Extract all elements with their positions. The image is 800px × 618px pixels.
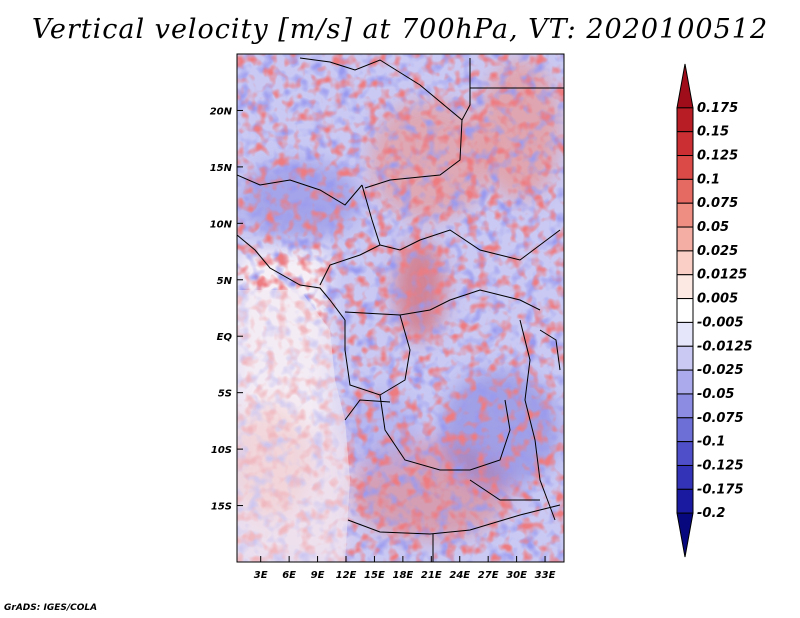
colorbar-label: 0.005 xyxy=(697,292,738,307)
y-tick-label: 10N xyxy=(210,219,233,230)
colorbar-label: -0.075 xyxy=(697,411,744,426)
x-tick-label: 30E xyxy=(506,570,527,581)
colorbar-label: -0.175 xyxy=(697,482,744,497)
colorbar-swatch xyxy=(676,393,694,419)
colorbar-cap-bottom xyxy=(676,512,694,558)
x-tick-label: 24E xyxy=(449,570,470,581)
chart-title: Vertical velocity [m/s] at 700hPa, VT: 2… xyxy=(31,14,769,45)
x-tick-label: 15E xyxy=(364,570,385,581)
colorbar-swatch xyxy=(676,155,694,180)
colorbar-swatch xyxy=(676,250,694,276)
colorbar-label: -0.005 xyxy=(697,315,744,330)
grads-credit: GrADS: IGES/COLA xyxy=(4,603,98,613)
colorbar-swatch xyxy=(676,369,694,395)
y-tick-label: 15S xyxy=(211,502,232,513)
y-tick-label: 20N xyxy=(210,106,233,117)
x-axis: 3E 6E 9E 12E 15E 18E 21E 24E 27E 30E 33E xyxy=(254,556,556,581)
colorbar-label: 0.0125 xyxy=(697,268,747,283)
x-tick-label: 6E xyxy=(282,570,296,581)
colorbar-label: 0.125 xyxy=(697,149,738,164)
colorbar-label: 0.025 xyxy=(697,244,738,259)
colorbar-cap-top xyxy=(676,63,694,109)
colorbar-label: -0.2 xyxy=(697,506,725,521)
x-tick-label: 12E xyxy=(336,570,357,581)
colorbar-swatch xyxy=(676,226,694,252)
x-tick-label: 9E xyxy=(311,570,325,581)
colorbar-label: 0.075 xyxy=(697,196,738,211)
colorbar-label: -0.1 xyxy=(697,435,725,450)
colorbar-label: -0.125 xyxy=(697,458,744,473)
colorbar-label: -0.0125 xyxy=(697,339,753,354)
heatmap-field xyxy=(237,54,564,562)
colorbar-swatch xyxy=(676,178,694,204)
colorbar-swatch xyxy=(676,131,694,157)
colorbar-label: -0.025 xyxy=(697,363,744,378)
colorbar: 0.175 0.15 0.125 0.1 0.075 0.05 0.025 0.0125 0.0… xyxy=(676,63,753,558)
colorbar-swatch xyxy=(676,202,694,228)
y-tick-label: 5N xyxy=(217,276,233,287)
colorbar-label: -0.05 xyxy=(697,387,734,402)
map-frame xyxy=(236,53,565,563)
colorbar-label: 0.175 xyxy=(697,101,738,116)
colorbar-swatch xyxy=(676,488,694,514)
colorbar-swatch xyxy=(676,441,694,466)
x-tick-label: 18E xyxy=(392,570,413,581)
colorbar-swatch xyxy=(676,274,694,300)
x-tick-label: 27E xyxy=(478,570,499,581)
colorbar-label: 0.15 xyxy=(697,125,729,140)
y-tick-label: 5S xyxy=(218,389,232,400)
colorbar-swatch xyxy=(676,321,694,347)
x-tick-label: 33E xyxy=(535,570,556,581)
colorbar-label: 0.05 xyxy=(697,220,729,235)
colorbar-swatch xyxy=(676,464,694,490)
colorbar-swatch xyxy=(676,298,694,323)
colorbar-swatch xyxy=(676,417,694,443)
colorbar-swatch xyxy=(676,107,694,133)
colorbar-label: 0.1 xyxy=(697,172,720,187)
colorbar-swatch xyxy=(676,345,694,371)
y-axis: 20N 15N 10N 5N EQ 5S 10S 15S xyxy=(210,106,243,513)
x-tick-label: 3E xyxy=(254,570,268,581)
y-tick-label: EQ xyxy=(217,332,233,343)
y-tick-label: 15N xyxy=(210,163,233,174)
x-tick-label: 21E xyxy=(421,570,442,581)
y-tick-label: 10S xyxy=(211,445,232,456)
